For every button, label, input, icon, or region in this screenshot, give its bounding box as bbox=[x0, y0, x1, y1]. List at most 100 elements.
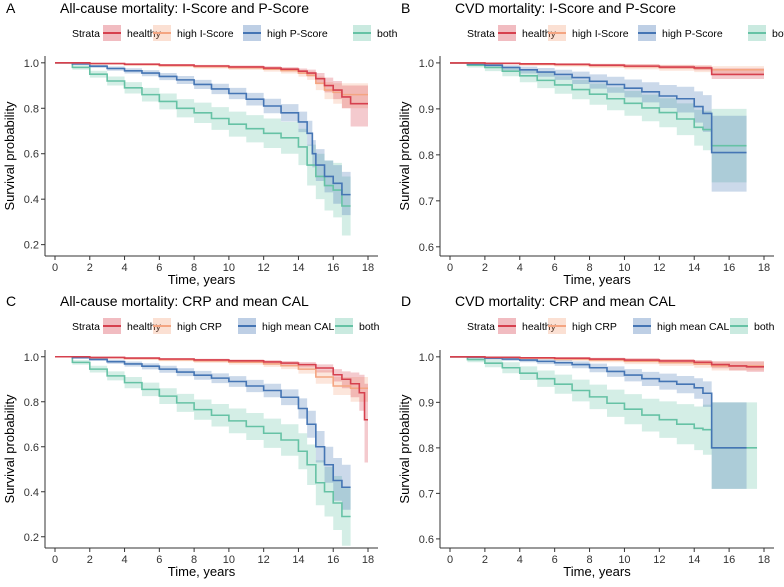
chart-title: CVD mortality: CRP and mean CAL bbox=[455, 293, 676, 309]
ci-band-high-p-score bbox=[450, 62, 747, 192]
legend-label-2: high I-Score bbox=[177, 28, 234, 40]
y-tick-label: 0.7 bbox=[419, 196, 434, 208]
x-tick-label: 14 bbox=[688, 262, 700, 274]
x-tick-label: 2 bbox=[87, 262, 93, 274]
x-tick-label: 14 bbox=[292, 554, 304, 566]
x-tick-label: 10 bbox=[618, 554, 630, 566]
ci-band-high-i-score bbox=[55, 62, 368, 109]
y-tick-label: 0.7 bbox=[419, 488, 434, 500]
panel-letter: B bbox=[401, 0, 410, 16]
x-tick-label: 14 bbox=[292, 262, 304, 274]
y-tick-label: 0.6 bbox=[24, 149, 39, 161]
legend: Strata healthy high I-Score high P-Score bot… bbox=[467, 25, 784, 41]
survival-curve-both bbox=[55, 355, 351, 518]
survival-curve-both bbox=[55, 62, 351, 207]
legend-label-3: high P-Score bbox=[662, 28, 723, 40]
y-axis-title: Survival probability bbox=[2, 101, 17, 211]
ci-band-both bbox=[450, 62, 747, 183]
legend: Strata healthy high I-Score high P-Score bot… bbox=[72, 25, 398, 41]
y-tick-label: 1.0 bbox=[419, 352, 434, 364]
x-tick-label: 18 bbox=[758, 262, 770, 274]
x-tick-label: 2 bbox=[87, 554, 93, 566]
ci-band-both bbox=[55, 356, 351, 546]
legend-label-3: high mean CAL bbox=[657, 321, 730, 333]
y-axis-title: Survival probability bbox=[2, 394, 17, 504]
x-tick-label: 10 bbox=[223, 262, 235, 274]
x-tick-label: 16 bbox=[723, 262, 735, 274]
y-tick-label: 0.6 bbox=[419, 534, 434, 546]
y-tick-label: 0.6 bbox=[24, 442, 39, 454]
chart-panel-d: D CVD mortality: CRP and mean CAL Strata he… bbox=[397, 293, 775, 579]
legend-label-4: both bbox=[377, 28, 398, 40]
legend-label-1: healthy bbox=[522, 28, 557, 40]
chart-title: CVD mortality: I-Score and P-Score bbox=[455, 0, 676, 16]
x-tick-label: 18 bbox=[362, 554, 374, 566]
chart-title: All-cause mortality: CRP and mean CAL bbox=[60, 293, 309, 309]
x-tick-label: 12 bbox=[653, 554, 665, 566]
survival-curve-high-p-score bbox=[55, 62, 351, 196]
y-axis-title: Survival probability bbox=[397, 101, 412, 211]
x-tick-label: 18 bbox=[362, 262, 374, 274]
legend: Strata healthy high CRP high mean CAL both bbox=[72, 318, 380, 334]
x-tick-label: 16 bbox=[723, 554, 735, 566]
x-tick-label: 10 bbox=[618, 262, 630, 274]
x-tick-label: 8 bbox=[191, 262, 197, 274]
x-tick-label: 8 bbox=[586, 262, 592, 274]
survival-curve-healthy bbox=[450, 356, 764, 368]
y-tick-label: 0.8 bbox=[24, 397, 39, 409]
legend-label-1: healthy bbox=[127, 321, 162, 333]
x-tick-label: 16 bbox=[327, 262, 339, 274]
x-tick-label: 18 bbox=[758, 554, 770, 566]
x-tick-label: 8 bbox=[586, 554, 592, 566]
x-tick-label: 0 bbox=[447, 262, 453, 274]
x-tick-label: 2 bbox=[482, 554, 488, 566]
ci-band-high-mean-cal bbox=[55, 356, 351, 510]
survival-curve-both bbox=[450, 356, 758, 449]
ci-band-both bbox=[450, 356, 758, 489]
survival-curve-healthy bbox=[55, 355, 368, 421]
legend-label-4: both bbox=[754, 321, 775, 333]
legend-label-4: both bbox=[772, 28, 784, 40]
legend-label-3: high mean CAL bbox=[262, 321, 335, 333]
ci-band-high-mean-cal bbox=[450, 356, 747, 489]
y-tick-label: 0.8 bbox=[419, 150, 434, 162]
x-axis-title: Time, years bbox=[168, 272, 236, 287]
survival-curve-high-mean-cal bbox=[450, 356, 747, 449]
legend-label-4: both bbox=[359, 321, 380, 333]
y-tick-label: 0.9 bbox=[419, 397, 434, 409]
survival-curve-healthy bbox=[55, 62, 368, 105]
y-tick-label: 0.8 bbox=[24, 103, 39, 115]
x-tick-label: 6 bbox=[156, 554, 162, 566]
y-tick-label: 0.2 bbox=[24, 532, 39, 544]
legend-label-1: healthy bbox=[127, 28, 162, 40]
x-axis-title: Time, years bbox=[563, 272, 631, 287]
y-tick-label: 0.4 bbox=[24, 487, 39, 499]
chart-title: All-cause mortality: I-Score and P-Score bbox=[60, 0, 309, 16]
x-tick-label: 0 bbox=[52, 554, 58, 566]
x-tick-label: 10 bbox=[223, 554, 235, 566]
x-tick-label: 8 bbox=[191, 554, 197, 566]
x-tick-label: 2 bbox=[482, 262, 488, 274]
ci-band-both bbox=[55, 62, 351, 236]
x-tick-label: 6 bbox=[156, 262, 162, 274]
y-tick-label: 0.2 bbox=[24, 240, 39, 252]
survival-curve-healthy bbox=[450, 62, 764, 76]
x-axis-title: Time, years bbox=[168, 564, 236, 579]
legend-title: Strata bbox=[467, 28, 495, 40]
chart-panel-b: B CVD mortality: I-Score and P-Score Strat… bbox=[397, 0, 784, 287]
legend-label-3: high P-Score bbox=[267, 28, 328, 40]
y-tick-label: 1.0 bbox=[419, 58, 434, 70]
chart-panel-c: C All-cause mortality: CRP and mean CAL St… bbox=[2, 293, 380, 579]
x-tick-label: 16 bbox=[327, 554, 339, 566]
y-tick-label: 0.9 bbox=[419, 104, 434, 116]
x-tick-label: 4 bbox=[121, 262, 127, 274]
x-tick-label: 14 bbox=[688, 554, 700, 566]
x-tick-label: 4 bbox=[121, 554, 127, 566]
survival-curve-both bbox=[450, 62, 747, 147]
y-tick-label: 0.4 bbox=[24, 194, 39, 206]
x-tick-label: 0 bbox=[447, 554, 453, 566]
ci-band-high-i-score bbox=[450, 62, 764, 75]
legend-title: Strata bbox=[72, 321, 100, 333]
ci-band-high-p-score bbox=[55, 62, 351, 216]
x-tick-label: 6 bbox=[552, 554, 558, 566]
